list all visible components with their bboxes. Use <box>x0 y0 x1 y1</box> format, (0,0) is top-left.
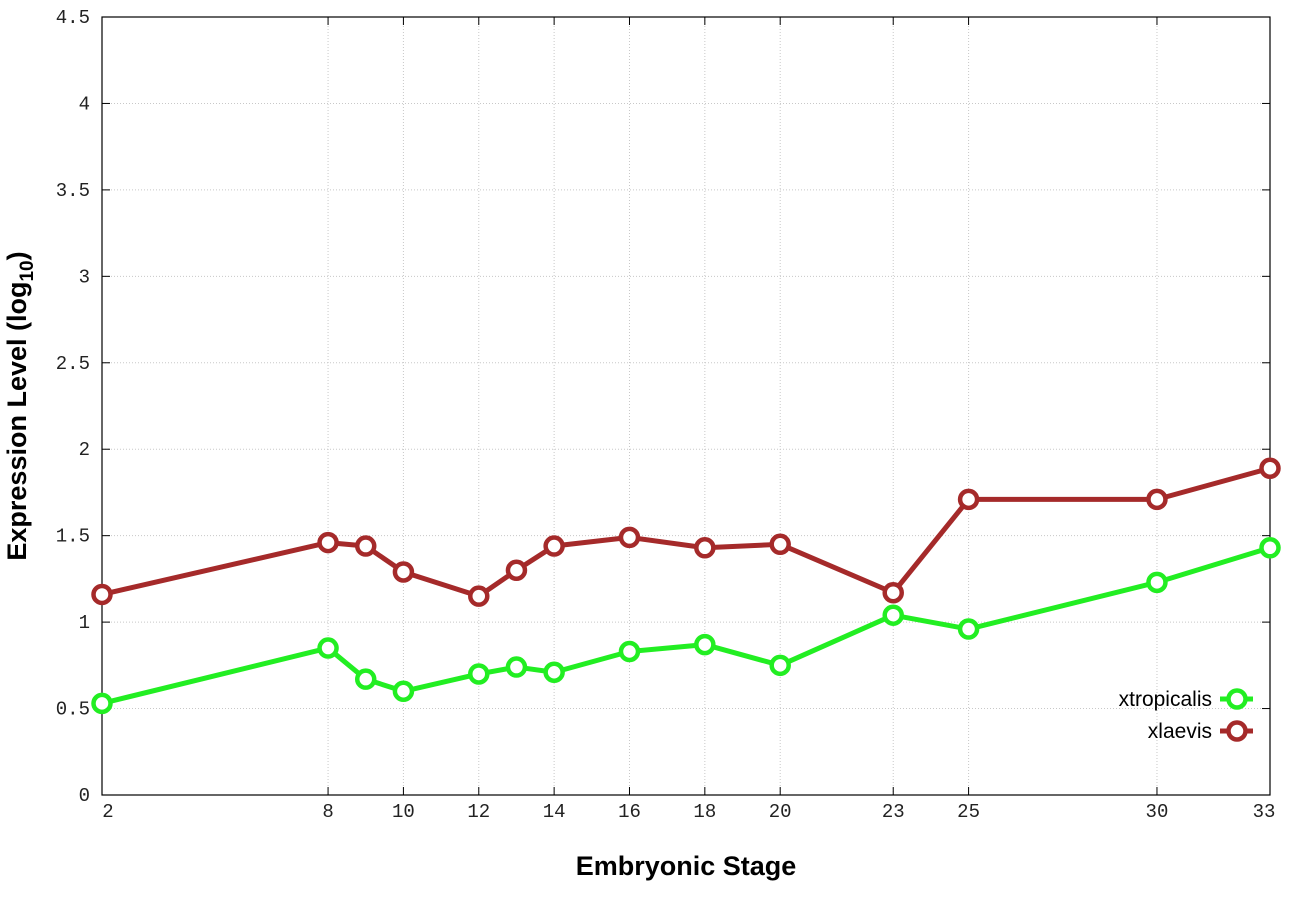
plot-border <box>101 16 1271 796</box>
x-tick-label: 8 <box>322 801 333 823</box>
data-point <box>769 654 791 677</box>
data-point <box>1146 571 1168 594</box>
y-tick-label: 3.5 <box>56 180 90 202</box>
legend-swatch-marker <box>1226 688 1248 710</box>
y-tick-label: 4.5 <box>56 7 90 29</box>
data-point <box>618 526 641 549</box>
x-tick-label: 20 <box>769 801 792 823</box>
x-tick-label: 25 <box>957 801 980 823</box>
series-xlaevis <box>91 457 1281 607</box>
y-tick-label: 0 <box>79 785 90 807</box>
series-xtropicalis <box>91 537 1281 715</box>
data-point <box>354 668 377 690</box>
y-tick-label: 2.5 <box>56 353 90 375</box>
x-tick-label: 30 <box>1146 801 1169 823</box>
y-tick-label: 1.5 <box>56 526 90 548</box>
data-point <box>957 488 980 511</box>
legend-label: xlaevis <box>1148 720 1212 743</box>
data-point <box>882 604 904 626</box>
data-point <box>468 585 490 607</box>
data-point <box>957 618 980 640</box>
data-point <box>543 535 565 557</box>
y-tick-label: 2 <box>79 439 90 461</box>
x-tick-label: 18 <box>693 801 716 823</box>
x-tick-label: 14 <box>543 801 566 823</box>
data-point <box>354 535 377 557</box>
y-tick-label: 3 <box>79 266 90 288</box>
x-tick-label: 2 <box>102 801 113 823</box>
data-point <box>1259 537 1281 559</box>
data-point <box>618 640 641 663</box>
y-tick-label: 1 <box>79 612 90 634</box>
grid <box>102 17 1270 795</box>
data-point <box>392 680 415 703</box>
data-point <box>392 561 415 583</box>
legend-item-xtropicalis: xtropicalis <box>1119 688 1253 711</box>
x-tick-label: 33 <box>1253 801 1276 823</box>
data-point <box>1146 488 1168 511</box>
data-point <box>694 537 716 559</box>
legend-swatch-marker <box>1226 720 1248 742</box>
y-tick-label: 4 <box>79 93 90 115</box>
series-line <box>101 545 1271 706</box>
x-tick-label: 10 <box>392 801 415 823</box>
x-tick-label: 16 <box>618 801 641 823</box>
y-tick-label: 0.5 <box>56 699 90 721</box>
y-axis-title: Expression Level (log10) <box>2 251 38 560</box>
data-point <box>468 663 490 685</box>
x-tick-label: 12 <box>467 801 490 823</box>
series-line <box>101 465 1271 599</box>
x-tick-label: 23 <box>882 801 905 823</box>
data-point <box>91 692 113 715</box>
data-point <box>882 581 904 604</box>
legend: xtropicalis xlaevis <box>1119 688 1253 743</box>
x-axis-title: Embryonic Stage <box>576 851 797 881</box>
y-axis-title-main: Expression Level (log <box>2 282 32 561</box>
series <box>91 457 1281 715</box>
data-point <box>694 633 716 656</box>
data-point <box>543 661 565 683</box>
data-point <box>769 533 791 556</box>
legend-item-xlaevis: xlaevis <box>1148 720 1253 743</box>
data-point <box>505 559 528 581</box>
axes: 0 0.5 1 1.5 2 2.5 3 3.5 4 4.5 2 8 10 12 14 16 18 20 23 25 30… <box>56 7 1276 823</box>
data-point <box>505 656 528 678</box>
data-point <box>1259 457 1281 479</box>
y-axis-title-close: ) <box>2 251 32 260</box>
data-point <box>91 583 113 606</box>
data-point <box>317 531 339 554</box>
legend-label: xtropicalis <box>1119 688 1212 711</box>
data-point <box>317 637 339 659</box>
y-axis-title-subscript: 10 <box>17 260 38 281</box>
